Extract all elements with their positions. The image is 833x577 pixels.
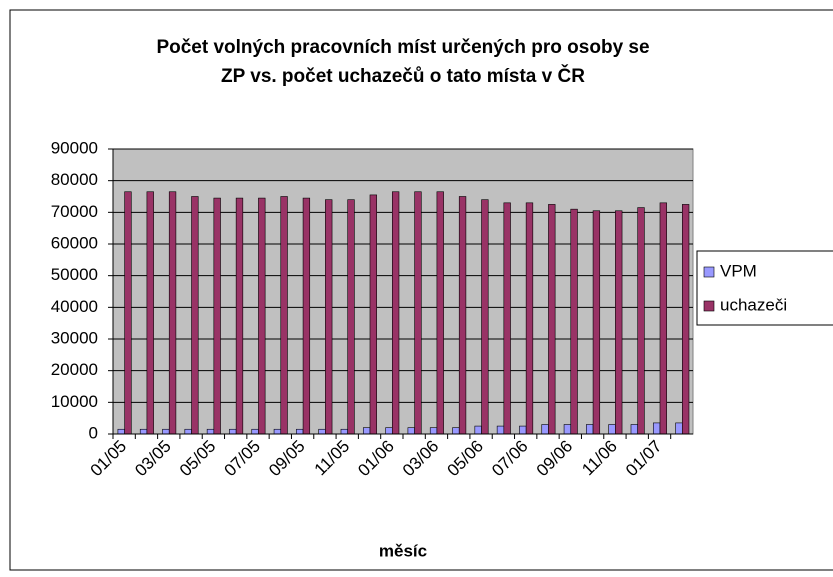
bar (681, 204, 690, 435)
bar (436, 191, 444, 435)
y-tick-label: 70000 (51, 202, 98, 221)
y-tick-label: 90000 (51, 138, 98, 157)
bar (385, 427, 393, 435)
bar (206, 428, 215, 435)
bar (592, 210, 601, 435)
bar (369, 194, 377, 435)
bar (146, 191, 154, 435)
y-tick-label: 20000 (51, 360, 98, 379)
bar (347, 199, 355, 435)
x-axis-label: měsíc (379, 541, 427, 560)
legend-label: VPM (720, 261, 757, 280)
bar (251, 428, 259, 435)
bar (162, 428, 170, 435)
bar (124, 191, 132, 435)
bar (481, 199, 489, 435)
bar (229, 428, 237, 435)
y-tick-label: 80000 (51, 170, 98, 189)
bar (273, 428, 282, 435)
bar (340, 428, 348, 435)
bar (117, 428, 125, 435)
legend (696, 250, 833, 326)
bar (615, 210, 623, 435)
bar (213, 197, 221, 435)
bar (652, 422, 661, 435)
bar (302, 197, 311, 435)
bar (280, 196, 288, 435)
bar (608, 424, 616, 435)
bar (191, 196, 199, 435)
bar (563, 424, 572, 435)
bar (258, 197, 266, 435)
bar (429, 427, 438, 435)
bar (541, 424, 549, 435)
bar (452, 427, 460, 435)
bar (168, 191, 177, 435)
bar (525, 202, 534, 435)
bar (414, 191, 422, 435)
bar (503, 202, 511, 435)
y-tick-label: 50000 (51, 265, 98, 284)
chart-title: ZP vs. počet uchazečů o tato místa v ČR (221, 65, 585, 87)
bar (318, 428, 326, 435)
bar (139, 428, 148, 435)
bar (296, 428, 304, 435)
legend-swatch (703, 300, 715, 312)
chart-title: Počet volných pracovních míst určených p… (156, 37, 649, 58)
legend-label: uchazeči (720, 295, 787, 314)
bar (675, 422, 683, 435)
y-tick-label: 10000 (51, 392, 98, 411)
bar (407, 427, 415, 435)
bar (184, 428, 192, 435)
bar (586, 424, 594, 435)
bar (570, 208, 578, 435)
bar (362, 427, 371, 435)
bar (548, 204, 556, 435)
y-tick-label: 60000 (51, 233, 98, 252)
bar (474, 425, 482, 435)
bar (325, 199, 333, 435)
bar (637, 207, 645, 435)
bar (496, 425, 505, 435)
bar (630, 424, 638, 435)
bar (235, 197, 244, 435)
legend-swatch (703, 266, 715, 278)
bar (391, 191, 400, 435)
bar (458, 196, 467, 435)
bar (659, 202, 667, 435)
y-tick-label: 0 (89, 423, 98, 442)
y-tick-label: 30000 (51, 328, 98, 347)
bar (519, 425, 527, 435)
plot-area (112, 148, 694, 435)
y-tick-label: 40000 (51, 297, 98, 316)
